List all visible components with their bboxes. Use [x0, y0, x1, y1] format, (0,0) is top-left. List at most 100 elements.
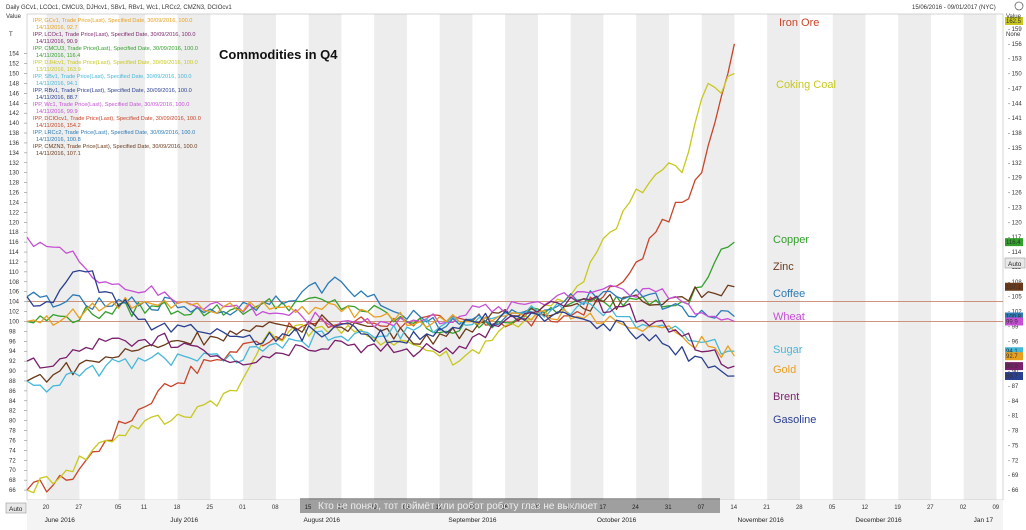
legend-entry-line: 14/11/2016, 99.9	[36, 109, 78, 115]
series-line-brent	[26, 295, 735, 369]
right-tick-label: - 99	[1008, 324, 1019, 330]
week-band	[46, 14, 80, 500]
left-tick-label: 132	[9, 161, 20, 167]
right-tick-label: - 135	[1008, 146, 1022, 152]
left-tick-label: 120	[9, 220, 20, 226]
legend-entry-line: 14/11/2016, 154.2	[36, 123, 81, 129]
right-tick-label: - 132	[1008, 161, 1022, 167]
left-tick-label: 148	[9, 81, 20, 87]
x-tick-label: 05	[403, 505, 410, 511]
auto-button-bottom-label: Auto	[9, 506, 23, 513]
last-value-tag-text-wheat: 99.9	[1006, 319, 1018, 325]
week-band	[439, 14, 473, 500]
x-tick-label: 17	[599, 505, 606, 511]
right-tick-label: - 156	[1008, 42, 1022, 48]
left-tick-label: 88	[9, 379, 16, 385]
right-unit-label: None	[1006, 32, 1021, 38]
last-value-tag-text-gold: 92.7	[1006, 354, 1018, 360]
right-tick-label: - 69	[1008, 473, 1019, 479]
right-tick-label: - 78	[1008, 429, 1019, 435]
left-tick-label: 80	[9, 419, 16, 425]
last-value-tag-text-gasoline: 88.7	[1006, 374, 1018, 380]
legend-entry-line: IPP, RBv1, Trade Price(Last), Specified …	[33, 88, 192, 94]
last-value-tag-gold	[1005, 352, 1023, 361]
left-tick-label: 134	[9, 151, 20, 157]
legend-entry-line: 14/11/2016, 107.1	[36, 151, 81, 157]
x-tick-label: 01	[239, 505, 246, 511]
x-tick-label: 19	[468, 505, 475, 511]
left-tick-label: 86	[9, 389, 16, 395]
left-tick-label: 112	[9, 260, 19, 266]
last-value-tag-sugar	[1005, 347, 1023, 356]
right-tick-label: - 105	[1008, 295, 1022, 301]
series-label-zinc: Zinc	[773, 261, 794, 273]
x-tick-label: 29	[370, 505, 377, 511]
x-tick-label: 03	[534, 505, 541, 511]
x-tick-label: 21	[763, 505, 770, 511]
left-tick-label: 122	[9, 210, 20, 216]
series-line-coking_coal	[26, 72, 735, 494]
x-tick-label: 27	[75, 505, 82, 511]
left-tick-label: 124	[9, 200, 20, 206]
header-date-range: 15/06/2016 - 09/01/2017 (NYC)	[912, 5, 996, 11]
week-band	[832, 14, 866, 500]
legend-entry-line: 14/11/2016, 90.9	[36, 39, 78, 45]
week-band	[963, 14, 997, 500]
left-tick-label: 116	[9, 240, 19, 246]
last-value-tag-text-zinc: 107.1	[1006, 285, 1022, 291]
left-tick-label: 128	[9, 181, 20, 187]
legend: IPP, GCv1, Trade Price(Last), Specified …	[33, 18, 201, 157]
left-tick-label: 138	[9, 131, 20, 137]
left-tick-label: 152	[9, 62, 20, 68]
auto-button-bottom[interactable]: Auto	[5, 502, 27, 514]
right-tick-label: - 120	[1008, 220, 1022, 226]
last-value-tag-brent	[1005, 362, 1023, 371]
week-band	[308, 14, 342, 500]
legend-entry-line: IPP, DCIOcv1, Trade Price(Last), Specifi…	[33, 116, 201, 122]
x-tick-label: 05	[829, 505, 836, 511]
right-tick-label: - 66	[1008, 488, 1019, 494]
legend-entry-line: 14/11/2016, 94.1	[36, 81, 78, 87]
x-axis-background	[27, 500, 1003, 530]
right-value-label: Value	[1006, 14, 1022, 20]
legend-entry-line: IPP, GCv1, Trade Price(Last), Specified …	[33, 18, 192, 24]
x-tick-label: 19	[894, 505, 901, 511]
series-label-coking_coal: Coking Coal	[776, 79, 836, 91]
corner-settings-icon[interactable]	[1014, 1, 1024, 11]
right-tick-label: - 144	[1008, 101, 1022, 107]
right-tick-label: - 129	[1008, 176, 1022, 182]
left-tick-label: 130	[9, 171, 20, 177]
left-tick-label: 84	[9, 399, 16, 405]
auto-button-top[interactable]: Auto	[1004, 257, 1026, 269]
legend-entry-line: 13/11/2016, 163.9	[36, 67, 81, 73]
left-tick-label: 66	[9, 488, 16, 494]
left-tick-label: 110	[9, 270, 19, 276]
left-tick-label: 96	[9, 339, 16, 345]
last-value-tag-copper	[1005, 238, 1023, 247]
series-line-gasoline	[26, 269, 735, 377]
legend-entry-line: IPP, CMCU3, Trade Price(Last), Specified…	[33, 46, 198, 52]
x-tick-label: 05	[115, 505, 122, 511]
x-tick-label: 10	[567, 505, 574, 511]
left-tick-label: 78	[9, 429, 16, 435]
legend-entry-line: IPP, DJHcv1, Trade Price(Last), Specifie…	[33, 60, 198, 66]
left-tick-label: 106	[9, 290, 20, 296]
week-band	[636, 14, 669, 500]
series-lines	[26, 43, 736, 494]
month-label: December 2016	[855, 517, 902, 524]
left-tick-label: 100	[9, 319, 20, 325]
x-tick-label: 15	[305, 505, 312, 511]
x-tick-label: 26	[501, 505, 508, 511]
left-value-label: Value	[6, 14, 22, 20]
right-tick-label: - 81	[1008, 414, 1019, 420]
right-tick-label: - 147	[1008, 86, 1022, 92]
left-unit-label: T	[9, 32, 13, 38]
series-label-coffee: Coffee	[773, 288, 805, 300]
x-tick-label: 18	[174, 505, 181, 511]
left-tick-label: 114	[9, 250, 19, 256]
legend-entry-line: 14/11/2016, 116.4	[36, 53, 80, 59]
x-tick-label: 09	[992, 505, 999, 511]
left-tick-label: 126	[9, 191, 20, 197]
left-tick-label: 154	[9, 52, 20, 58]
